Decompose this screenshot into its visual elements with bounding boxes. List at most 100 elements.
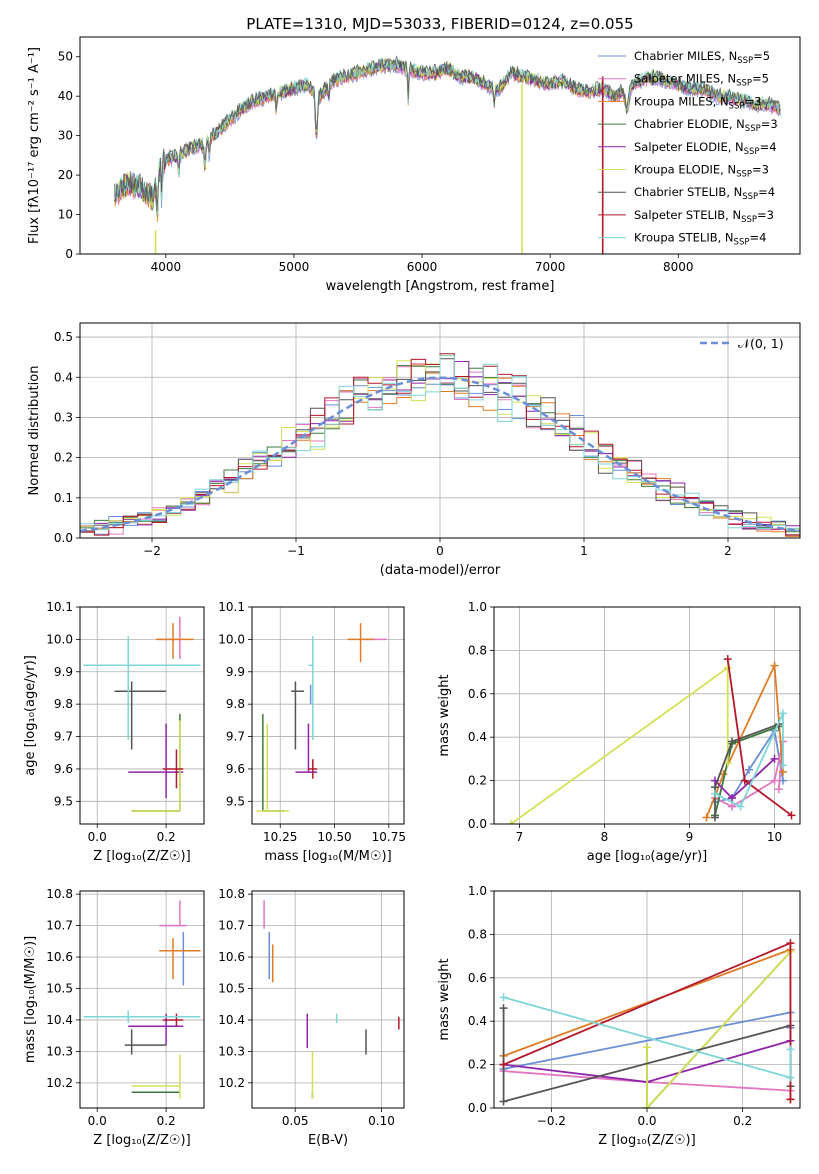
series-salpeter-stelib [723,655,796,820]
errorbar-points [256,623,387,812]
y-tick-label: 10.1 [46,600,73,614]
axes-frame [251,890,405,1109]
x-tick-label: 7000 [535,260,566,274]
panel-mass_vs_metallicity: 0.0 0.2 10.2 10.3 10.4 10.5 10.6 10.7 10.8 Z [log… [23,887,205,1148]
axes-frame [79,890,205,1109]
legend-entry: Kroupa ELODIE, NSSP=3 [634,163,769,180]
series-marker [728,802,736,811]
panel-age_vs_mass: 10.25 10.50 10.75 9.5 9.6 9.7 9.8 9.9 10.0 10.1 ma… [218,600,406,864]
data-point-kroupa-stelib [308,636,314,740]
x-tick-label: 0.2 [733,1114,752,1128]
x-tick-label: 0.10 [368,1114,395,1128]
y-tick-label: 0.6 [468,971,487,985]
y-tick-label: 10.2 [218,1076,245,1090]
x-axis-label: E(B-V) [308,1133,348,1148]
x-tick-label: 10.25 [263,830,297,844]
panel-mass_vs_ebv: 0.05 0.10 10.2 10.3 10.4 10.5 10.6 10.7 10.8 E(B-… [218,887,405,1148]
y-tick-label: 0.1 [54,491,73,505]
y-tick-label: 10.5 [46,981,73,995]
legend-entry: Chabrier STELIB, NSSP=4 [634,185,775,202]
series-marker [728,737,736,746]
y-tick-label: 10.6 [218,950,245,964]
series-marker [774,785,783,794]
y-tick-label: 9.8 [54,697,73,711]
data-point-chabrier-elodie [131,713,181,812]
y-tick-label: 0.2 [468,774,487,788]
legend-entry: Kroupa STELIB, NSSP=4 [634,231,766,248]
series-marker [711,813,719,822]
data-point-kroupa-elodie [131,720,181,812]
data-point-kroupa-miles [347,623,374,663]
data-point-chabrier-stelib [124,1029,167,1055]
data-point-salpeter-elodie [128,1013,184,1046]
x-tick-label: −2 [143,544,161,558]
errorbar-points [83,616,201,812]
x-tick-label: 9 [686,830,694,844]
series-marker [740,776,749,785]
x-tick-label: 8 [601,830,609,844]
x-tick-label: 5000 [279,260,310,274]
x-tick-label: 6000 [407,260,438,274]
legend-entry: Salpeter STELIB, NSSP=3 [634,208,774,225]
y-axis-label: mass weight [437,674,452,756]
panel-residual_histogram: −2 −1 0 1 2 0.0 0.1 0.2 0.3 0.4 0.5 (data-model)/er… [27,322,801,578]
series-marker [507,820,515,824]
mass-weight-series [499,939,795,1108]
histogram-legend: 𝒩(0, 1) [700,336,784,351]
y-tick-label: 0.2 [54,451,73,465]
y-tick-label: 0.8 [468,643,487,657]
x-tick-label: 0.05 [282,1114,309,1128]
y-tick-label: 30 [58,129,73,143]
series-marker [736,802,745,811]
y-tick-label: 10.4 [46,1013,73,1027]
x-axis-label: (data-model)/error [380,563,501,578]
panel-mass_weight_vs_metallicity: −0.2 0.0 0.2 0.0 0.2 0.4 0.6 0.8 1.0 Z [log₁₀(Z/Z… [437,884,801,1148]
x-tick-label: 10.50 [317,830,351,844]
axes-frame [79,606,205,825]
series-marker [728,793,736,802]
y-tick-label: 9.8 [226,697,245,711]
axes-frame [79,322,801,539]
data-point-kroupa-miles [159,938,201,980]
y-tick-label: 10.3 [218,1044,245,1058]
y-tick-label: 0.0 [468,1101,487,1115]
y-tick-label: 50 [58,50,73,64]
figure-title: PLATE=1310, MJD=53033, FIBERID=0124, z=0… [246,15,633,33]
y-tick-label: 0.3 [54,410,73,424]
y-tick-label: 9.5 [54,794,73,808]
axes-frame [251,606,405,825]
data-point-salpeter-miles [159,900,187,927]
x-tick-label: 0.0 [637,1114,656,1128]
y-axis-label: mass [log₁₀(M/M☉)] [23,936,38,1063]
y-axis-label: Flux [fλ10⁻¹⁷ erg cm⁻² s⁻¹ A⁻¹] [27,47,42,244]
y-tick-label: 0 [65,247,73,261]
legend-entry: Chabrier ELODIE, NSSP=3 [634,117,778,134]
legend-entry: Salpeter ELODIE, NSSP=4 [634,140,777,157]
data-point-salpeter-miles [159,616,181,659]
data-point-chabrier-stelib [291,681,305,750]
y-tick-label: 20 [58,168,73,182]
series-marker [787,811,796,820]
x-axis-label: wavelength [Angstrom, rest frame] [326,279,555,294]
y-tick-label: 9.7 [54,730,73,744]
y-tick-label: 0.6 [468,687,487,701]
panel-spectrum: 4000 5000 6000 7000 8000 0 10 20 30 40 50 wavelengt… [27,36,801,294]
series-marker [499,1097,508,1106]
mass-weight-series [507,655,796,824]
legend-entry: Kroupa MILES, NSSP=3 [634,94,761,111]
axes-frame [493,890,801,1109]
series-marker [723,655,732,664]
x-tick-label: 7 [516,830,524,844]
axes-frame [493,606,801,825]
data-point-salpeter-elodie [128,723,184,799]
series-kroupa-stelib [711,709,787,811]
data-point-salpeter-stelib [162,1013,184,1027]
y-tick-label: 10 [58,208,73,222]
histogram-steps [80,353,800,538]
series-marker [643,1043,651,1052]
x-tick-label: 8000 [663,260,694,274]
series-marker [499,1060,508,1069]
y-tick-label: 10.6 [46,950,73,964]
panel-mass_weight_vs_age: 7 8 9 10 0.0 0.2 0.4 0.6 0.8 1.0 age [log₁₀(age/yr… [437,600,801,864]
y-tick-label: 0.4 [468,1014,487,1028]
